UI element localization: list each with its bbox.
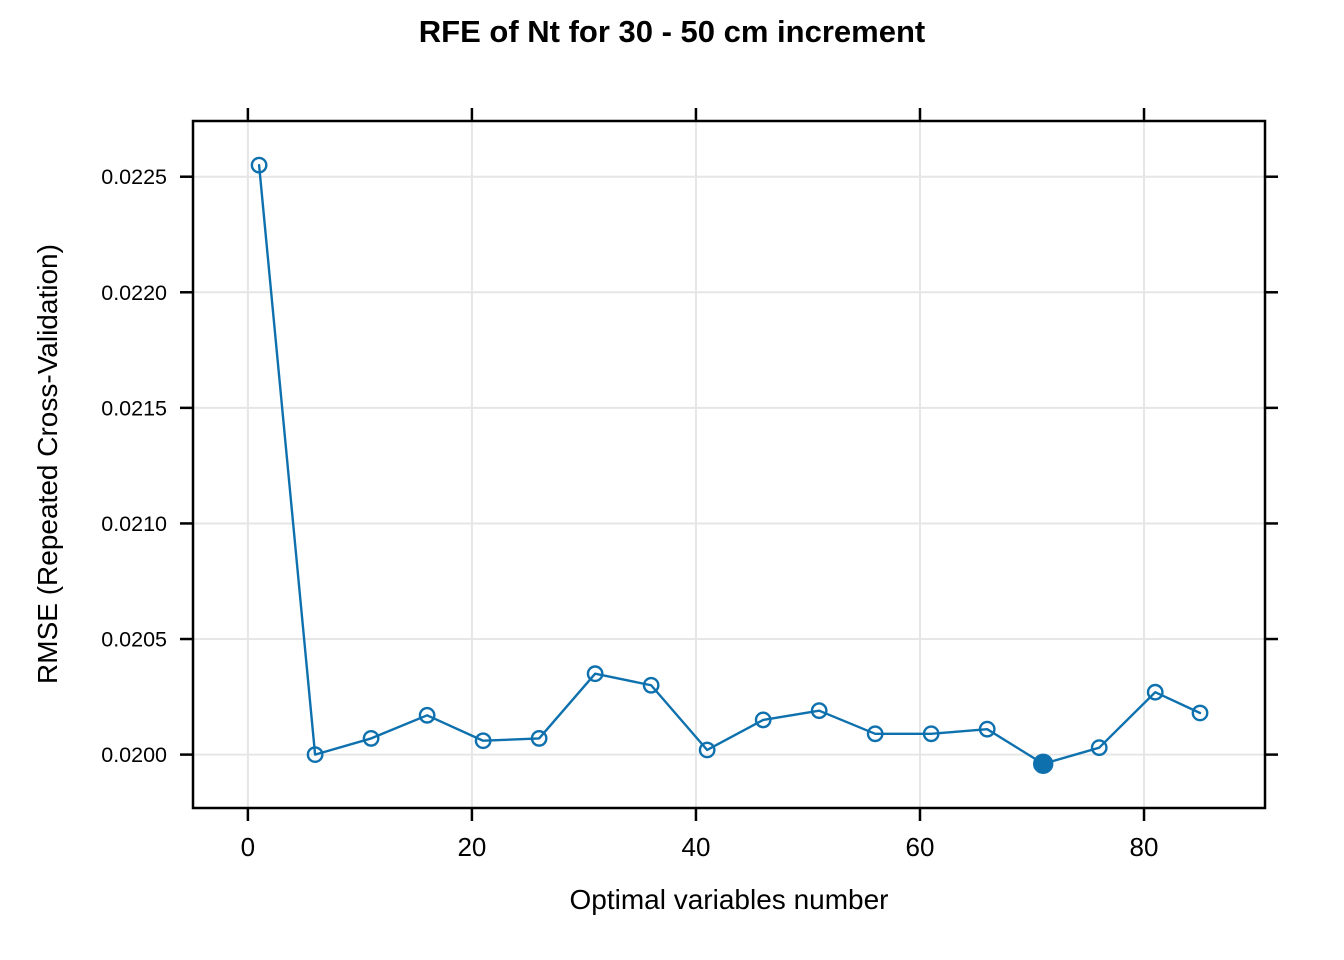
data-point-marker — [1191, 704, 1209, 722]
data-point-marker — [306, 746, 324, 764]
data-point-marker — [530, 730, 548, 747]
x-tick-label: 60 — [906, 832, 935, 862]
plot-border — [191, 119, 1267, 810]
data-point-marker — [922, 725, 940, 743]
y-tick-label: 0.0205 — [101, 628, 167, 652]
data-point-marker — [418, 706, 436, 724]
x-tick-label: 0 — [241, 832, 255, 862]
data-point-marker — [1090, 739, 1108, 757]
data-point-marker — [698, 741, 716, 759]
data-point-marker — [362, 730, 380, 747]
data-point-marker — [250, 156, 268, 174]
x-tick-label: 20 — [457, 832, 486, 862]
data-point-marker — [586, 665, 604, 683]
x-tick-label: 80 — [1130, 832, 1159, 862]
y-tick-label: 0.0220 — [101, 281, 167, 305]
data-point-marker — [642, 676, 660, 694]
series-line — [257, 163, 1202, 766]
x-axis-title: Optimal variables number — [569, 884, 889, 915]
data-point-marker — [1146, 683, 1164, 701]
y-tick-label: 0.0215 — [101, 396, 167, 420]
y-tick-label: 0.0210 — [101, 512, 167, 536]
data-point-marker — [978, 720, 996, 738]
y-axis-title: RMSE (Repeated Cross-Validation) — [32, 244, 63, 684]
chart-title: RFE of Nt for 30 - 50 cm increment — [418, 14, 926, 49]
y-tick-label: 0.0225 — [101, 165, 167, 189]
x-tick-label: 40 — [681, 832, 710, 862]
optimal-point-marker — [1033, 753, 1054, 775]
data-point-marker — [754, 711, 772, 729]
data-point-marker — [866, 725, 884, 743]
data-point-marker — [810, 702, 828, 720]
data-point-marker — [474, 732, 492, 750]
y-tick-label: 0.0200 — [101, 743, 167, 767]
